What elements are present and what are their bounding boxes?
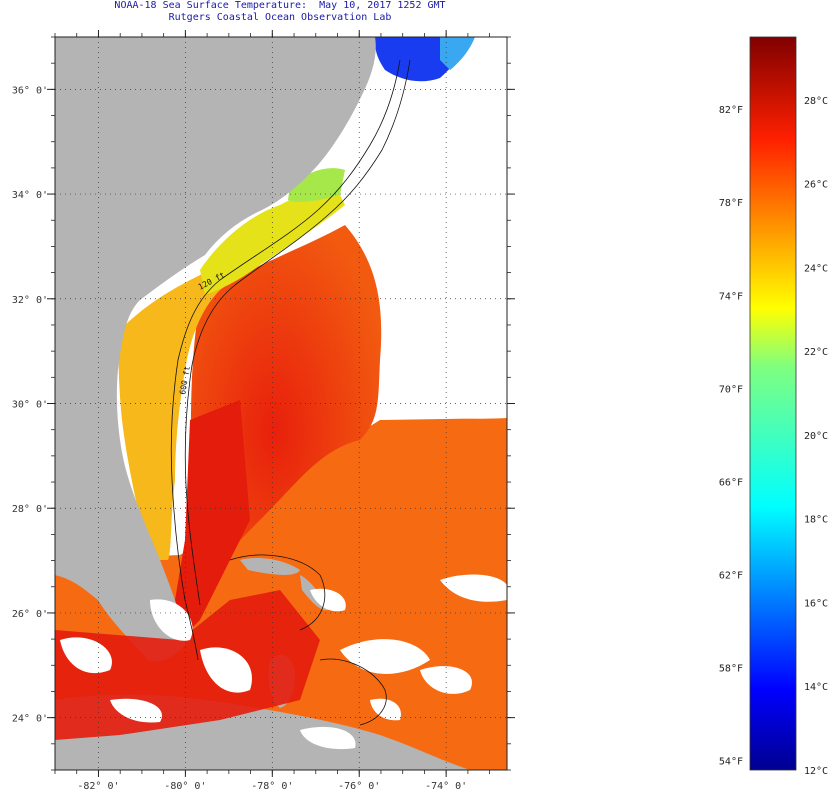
cape-hatteras-green (288, 168, 345, 203)
lon-tick-label: -76° 0' (338, 781, 380, 792)
lat-tick-label: 36° 0' (12, 85, 48, 96)
colorbar-f-label: 54°F (719, 757, 743, 768)
colorbar-frame (749, 36, 797, 771)
lat-tick-label: 30° 0' (12, 400, 48, 411)
colorbar-f-label: 58°F (719, 664, 743, 675)
lon-tick-label: -74° 0' (425, 781, 467, 792)
cold-water-fringe (440, 37, 475, 70)
lon-tick-label: -78° 0' (251, 781, 293, 792)
colorbar-f-label: 74°F (719, 291, 743, 302)
colorbar-c-label: 14°C (804, 682, 828, 693)
colorbar-f-label: 66°F (719, 477, 743, 488)
map-subtitle: Rutgers Coastal Ocean Observation Lab (168, 12, 392, 23)
colorbar-c-label: 12°C (804, 766, 828, 777)
colorbar-c-label: 28°C (804, 96, 828, 107)
land-us (55, 37, 376, 662)
map-title: NOAA-18 Sea Surface Temperature: May 10,… (114, 0, 446, 11)
colorbar-c-label: 18°C (804, 515, 828, 526)
latitude-labels: 36° 0' 34° 0' 32° 0' 30° 0' 28° 0' 26° 0' 24° … (12, 85, 48, 724)
isobath-contours (170, 59, 411, 726)
axis-ticks (47, 30, 515, 777)
colorbar-f-label: 62°F (719, 571, 743, 582)
lat-tick-label: 34° 0' (12, 190, 48, 201)
lat-tick-label: 32° 0' (12, 295, 48, 306)
colorbar-c-label: 16°C (804, 598, 828, 609)
colorbar-c-label: 26°C (804, 180, 828, 191)
map-panel: 120 ft 600 ft (55, 37, 507, 770)
colorbar-c-label: 24°C (804, 263, 828, 274)
cloud-east (360, 203, 507, 419)
lat-tick-label: 24° 0' (12, 714, 48, 725)
longitude-labels: -82° 0' -80° 0' -78° 0' -76° 0' -74° 0' (77, 781, 467, 792)
colorbar-f-label: 70°F (719, 384, 743, 395)
graticule (55, 37, 507, 770)
florida-current (175, 400, 250, 640)
colorbar-celsius-labels: 28°C 26°C 24°C 22°C 20°C 18°C 16°C 14°C 12°C (804, 96, 828, 777)
colorbar-c-label: 20°C (804, 431, 828, 442)
lon-tick-label: -80° 0' (164, 781, 206, 792)
carolina-shelf (200, 175, 345, 295)
land-grand-bahama (240, 558, 300, 575)
lon-tick-label: -82° 0' (77, 781, 119, 792)
colorbar (750, 37, 796, 770)
cloud-patches (60, 574, 507, 750)
colorbar-fahrenheit-labels: 82°F 78°F 74°F 70°F 66°F 62°F 58°F 54°F (719, 105, 743, 768)
colorbar-f-label: 78°F (719, 198, 743, 209)
colorbar-f-label: 82°F (719, 105, 743, 116)
colorbar-c-label: 22°C (804, 347, 828, 358)
lat-tick-label: 28° 0' (12, 504, 48, 515)
lat-tick-label: 26° 0' (12, 609, 48, 620)
